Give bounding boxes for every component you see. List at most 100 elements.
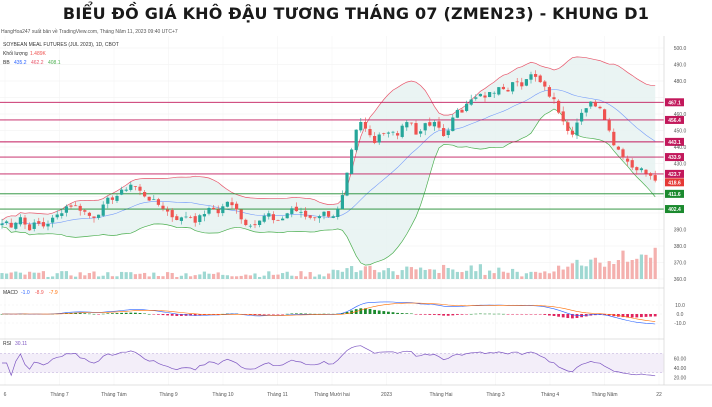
volume-bar: [285, 271, 289, 279]
volume-bar: [5, 273, 9, 279]
time-tick-label: 2023: [381, 392, 392, 398]
volume-bar: [276, 274, 280, 279]
macd-histogram-bar: [152, 314, 156, 315]
macd-histogram-bar: [511, 314, 514, 315]
candle-body: [267, 213, 271, 217]
macd-histogram-bar: [74, 312, 77, 314]
time-tick-label: Tháng 3: [486, 392, 505, 398]
candle-body: [616, 146, 620, 150]
volume-bar: [147, 276, 151, 279]
macd-histogram-bar: [161, 314, 165, 316]
volume-bar: [465, 270, 469, 279]
volume-bar: [649, 257, 653, 279]
candle-body: [492, 92, 496, 94]
candle-body: [469, 99, 473, 105]
candle-body: [166, 209, 170, 212]
volume-bar: [423, 269, 427, 279]
volume-bar: [244, 274, 248, 279]
volume-bar: [317, 274, 321, 279]
candle-body: [244, 219, 248, 226]
macd-tick-label: -10.0: [674, 321, 686, 327]
macd-histogram-bar: [299, 313, 303, 314]
volume-bar: [129, 272, 133, 279]
rsi-pane: 60.00 40.00 20.00: [0, 345, 687, 381]
volume-bar: [189, 276, 193, 279]
macd-histogram-bar: [249, 314, 252, 315]
volume-bar: [350, 266, 354, 279]
time-tick-label: 22: [656, 392, 662, 398]
volume-bar: [156, 276, 160, 279]
candle-body: [350, 149, 354, 174]
candle-body: [0, 223, 4, 226]
rsi-value: 30.11: [15, 341, 27, 347]
candle-body: [386, 132, 390, 134]
candle-body: [170, 210, 174, 218]
macd-histogram-bar: [607, 314, 611, 316]
rsi-tick-label: 60.00: [674, 356, 687, 362]
volume-bar: [258, 276, 262, 279]
macd-histogram-bar: [410, 313, 413, 315]
candle-body: [230, 202, 234, 206]
macd-histogram-bar: [571, 314, 574, 319]
candle-body: [225, 201, 229, 207]
volume-bar: [101, 275, 105, 279]
time-tick-label: Tháng Mười hai: [314, 392, 350, 398]
macd-histogram-bar: [442, 314, 445, 316]
candle-body: [455, 109, 459, 118]
candle-body: [607, 120, 611, 131]
macd-histogram-bar: [134, 312, 137, 314]
macd-histogram-bar: [276, 314, 280, 315]
macd-value-3: -7.9: [49, 290, 58, 296]
price-chart[interactable]: 467.1 456.4 443.1 433.9 423.7 418.6 411.6 402.4…: [0, 26, 712, 407]
macd-histogram-bar: [419, 314, 422, 315]
candle-body: [198, 215, 202, 222]
chart-title: BIỂU ĐỒ GIÁ KHÔ ĐẬU TƯƠNG THÁNG 07 (ZMEN…: [62, 4, 650, 23]
time-tick-label: Tháng Hai: [429, 392, 452, 398]
candle-body: [175, 216, 179, 220]
volume-bar: [626, 261, 630, 279]
volume-bar: [262, 275, 266, 279]
volume-bar: [644, 254, 648, 279]
macd-histogram-bar: [621, 314, 625, 318]
candle-body: [405, 122, 409, 128]
candle-body: [304, 210, 308, 217]
candle-body: [612, 131, 616, 146]
bb-legend-label: BB: [3, 60, 10, 66]
candle-body: [524, 79, 528, 86]
volume-bar: [216, 272, 220, 279]
volume-bar: [460, 272, 464, 279]
volume-bar: [442, 264, 446, 279]
volume-bar: [322, 276, 326, 279]
candle-body: [630, 160, 634, 168]
candle-body: [129, 184, 133, 190]
macd-histogram-bar: [262, 314, 266, 315]
candle-body: [87, 212, 91, 216]
macd-histogram-bar: [515, 314, 519, 315]
candle-body: [69, 205, 73, 207]
volume-bar: [184, 273, 188, 279]
macd-histogram-bar: [437, 314, 441, 316]
candle-body: [133, 186, 137, 187]
candle-body: [32, 222, 36, 229]
candle-body: [184, 216, 188, 218]
level-label: 423.7: [668, 172, 681, 178]
candle-body: [396, 133, 400, 136]
macd-histogram-bar: [304, 313, 307, 315]
macd-histogram-bar: [341, 313, 344, 314]
macd-histogram-bar: [106, 313, 110, 314]
candle-body: [248, 225, 252, 227]
candle-body: [520, 82, 524, 87]
candle-body: [143, 192, 147, 197]
macd-histogram-bar: [83, 313, 87, 314]
volume-bar: [446, 267, 450, 279]
candle-body: [639, 168, 643, 171]
candle-body: [653, 175, 657, 181]
candle-body: [60, 213, 64, 216]
level-label-box: [665, 98, 684, 107]
candle-body: [354, 129, 358, 151]
macd-histogram-bar: [147, 313, 151, 315]
candle-body: [161, 205, 165, 209]
macd-histogram-bar: [364, 308, 367, 314]
macd-histogram-bar: [649, 314, 652, 317]
macd-histogram-bar: [368, 308, 372, 314]
